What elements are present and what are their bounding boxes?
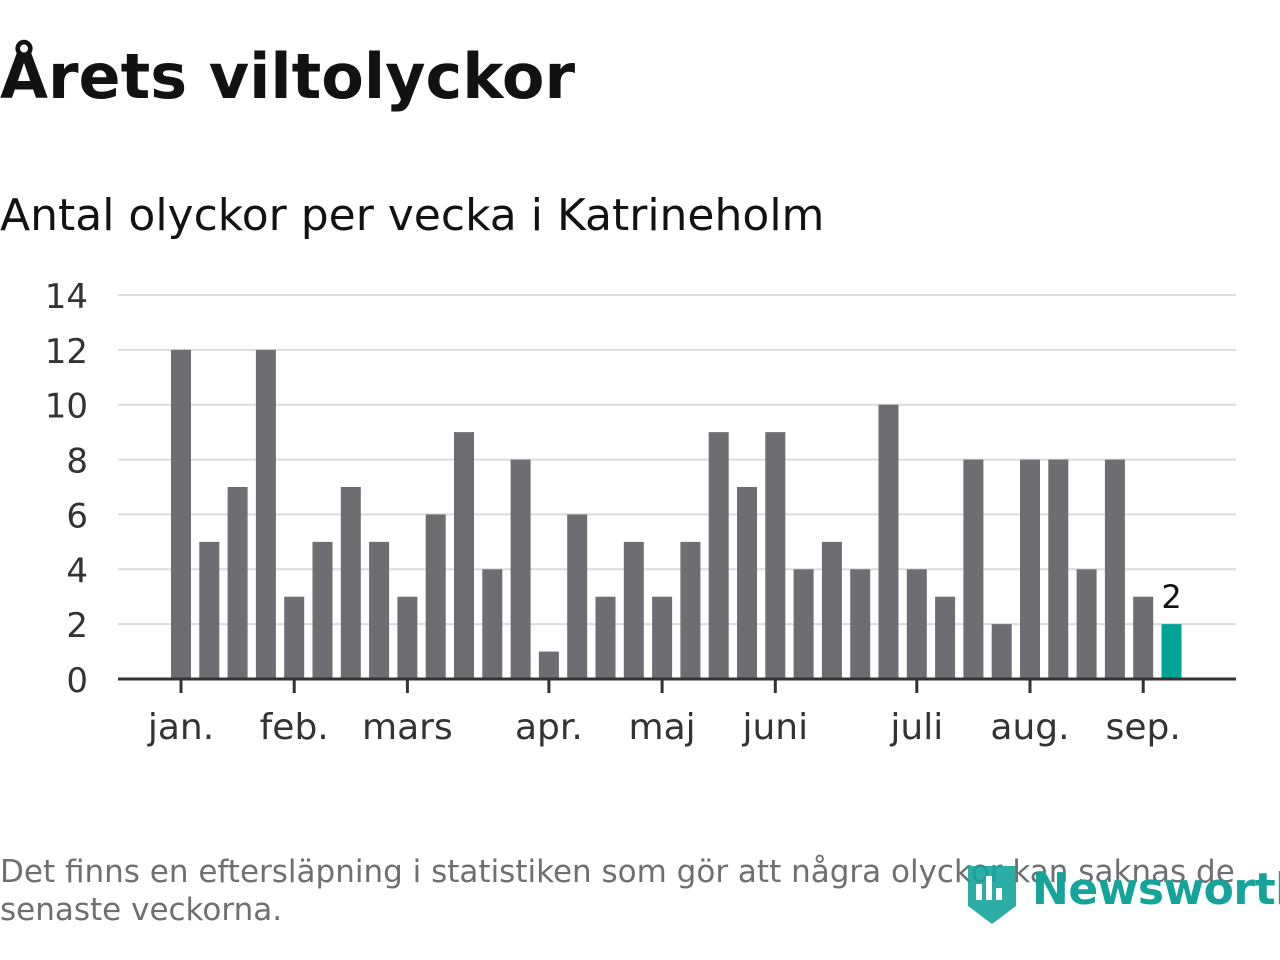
bar (1020, 459, 1040, 679)
x-tick-label: sep. (1106, 707, 1181, 748)
bar (595, 596, 616, 679)
bar (1104, 459, 1125, 679)
x-tick-label: juli (889, 707, 943, 748)
bar (227, 487, 248, 679)
y-tick-label: 14 (45, 277, 88, 317)
x-tick-label: juni (741, 707, 808, 748)
bar-highlight (1161, 624, 1182, 679)
bar (850, 569, 871, 679)
bar (284, 596, 305, 679)
bar (1076, 569, 1097, 679)
x-tick-label: aug. (990, 707, 1069, 748)
bar (199, 541, 220, 679)
x-tick-label: maj (629, 707, 696, 748)
bar (765, 432, 786, 679)
bar (454, 432, 474, 679)
y-tick-label: 2 (66, 606, 88, 646)
chart-subtitle: Antal olyckor per vecka i Katrineholm (0, 190, 825, 241)
y-tick-label: 6 (66, 496, 88, 536)
data-label: 2 (1161, 578, 1181, 616)
bar (680, 541, 701, 679)
bar (1048, 459, 1069, 679)
x-tick-label: jan. (147, 707, 214, 748)
bar (821, 541, 842, 679)
bar (312, 541, 333, 679)
bar (1133, 596, 1154, 679)
bar (623, 541, 644, 679)
bar (906, 569, 927, 679)
y-tick-label: 12 (45, 332, 88, 372)
y-tick-label: 4 (66, 551, 88, 591)
y-tick-label: 10 (45, 387, 88, 427)
bar (482, 569, 503, 679)
y-tick-label: 8 (66, 442, 88, 482)
bar (708, 432, 729, 679)
chart-title: Årets viltolyckor (0, 40, 576, 113)
bar (510, 459, 531, 679)
y-tick-label: 0 (66, 661, 88, 701)
x-tick-label: mars (362, 707, 453, 748)
bar (991, 624, 1012, 679)
brand-logo[interactable]: Newsworthy (964, 862, 1280, 928)
bar (935, 596, 956, 679)
bar (425, 514, 446, 679)
bar (538, 651, 559, 679)
bar (793, 569, 814, 679)
brand-name: Newsworthy (1032, 864, 1280, 915)
bar (255, 349, 276, 679)
x-tick-label: feb. (260, 707, 329, 748)
bar (340, 487, 361, 679)
newsworthy-logo-icon (968, 866, 1016, 924)
bar (397, 596, 418, 679)
footnote: Det finns en eftersläpning i statistiken… (0, 854, 1235, 928)
bar (963, 459, 984, 679)
bar-chart: 0 2 4 6 8 10 12 14 2 jan. feb. mars apr. maj juni juli a… (45, 277, 1236, 748)
bar (171, 349, 191, 679)
bar (737, 487, 757, 679)
bar (369, 541, 390, 679)
bar (652, 596, 673, 679)
bar (878, 404, 899, 679)
bar (567, 514, 588, 679)
x-tick-label: apr. (515, 707, 583, 748)
